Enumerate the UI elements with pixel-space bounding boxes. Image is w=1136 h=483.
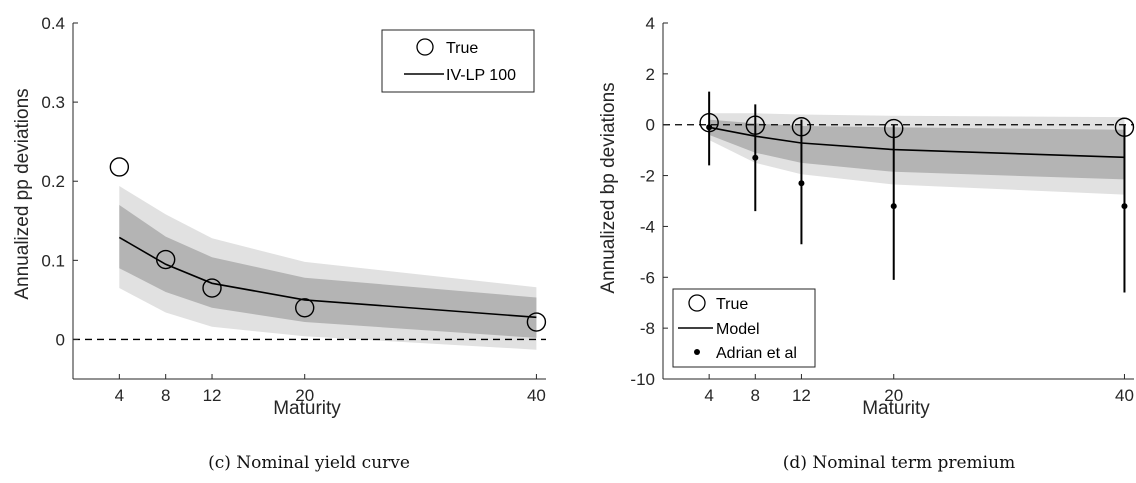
inner-confidence-band [709,119,1125,180]
adrian-et-al-point [798,180,805,187]
x-axis-label: Maturity [862,398,930,419]
true-marker [884,118,904,139]
y-tick-label: -4 [640,217,655,236]
y-tick-label: 0.4 [41,14,65,33]
axes-right: -10 -8 -6 -4 -2 0 2 4 4 8 12 20 40 [630,14,1134,405]
y-tick-label: -2 [640,167,655,186]
caption-right: (d) Nominal term premium [782,453,1016,473]
x-axis-label: Maturity [273,398,341,419]
series-lines-left [118,236,537,319]
series-markers-left [109,157,547,332]
x-tick-label: 8 [751,386,760,405]
adrian-et-al-point [752,154,759,161]
y-tick-label: -8 [640,319,655,338]
y-tick-label: 0.2 [41,172,65,191]
x-tick-label: 4 [704,386,713,405]
x-tick-label: 20 [295,386,314,405]
inner-confidence-band [119,205,537,338]
axes-left: 0 0.1 0.2 0.3 0.4 4 8 12 20 40 [41,14,546,405]
adrian-et-al-point [890,203,897,210]
y-tick-label: 0 [56,330,65,349]
confidence-bands-left [119,186,537,350]
x-tick-label: 8 [161,386,170,405]
true-marker [526,312,547,332]
adrian-et-al-point [1121,203,1128,210]
true-marker [791,117,812,137]
y-axis-label: Annualized pp deviations [12,88,33,299]
legend-ivlp-label: IV-LP 100 [446,67,516,84]
y-tick-label: 2 [646,65,655,84]
true-marker [745,115,765,135]
true-marker [109,157,130,177]
true-marker [699,112,719,133]
caption-left: (c) Nominal yield curve [208,453,410,473]
series-markers-right [699,112,1135,210]
true-marker [202,278,222,298]
x-tick-label: 20 [884,386,903,405]
y-tick-label: 0 [646,116,655,135]
x-tick-label: 12 [203,386,222,405]
x-tick-label: 12 [792,386,811,405]
legend-dot-marker [694,349,700,355]
x-tick-label: 4 [115,386,124,405]
legend-true-label: True [446,40,478,57]
legend-adrian-label: Adrian et al [716,345,797,362]
legend-left: True IV-LP 100 [381,29,535,93]
true-marker [295,298,315,318]
iv-lp-100-line [118,236,537,319]
true-marker [1114,117,1135,137]
y-tick-label: 0.1 [41,251,65,270]
y-tick-label: -6 [640,268,655,287]
y-tick-label: -10 [630,370,655,389]
confidence-bands-right [709,113,1125,195]
y-tick-label: 0.3 [41,93,65,112]
legend-true-marker [416,38,434,56]
x-tick-label: 40 [1115,386,1134,405]
legend-box [381,29,535,93]
legend-true-marker [688,294,706,312]
true-marker [155,249,176,270]
adrian-et-al-point [706,124,713,131]
x-tick-label: 40 [527,386,546,405]
legend-true-label: True [716,296,748,313]
y-tick-label: 4 [646,14,655,33]
panel-nominal-yield-curve: 0 0.1 0.2 0.3 0.4 4 8 12 20 40 Maturity Annualize… [12,14,547,419]
panel-nominal-term-premium: -10 -8 -6 -4 -2 0 2 4 4 8 12 20 40 Maturity Annualiz… [598,14,1135,419]
legend-right: True Model Adrian et al [672,288,816,368]
legend-model-label: Model [716,321,760,338]
y-axis-label: Annualized bp deviations [598,82,619,293]
